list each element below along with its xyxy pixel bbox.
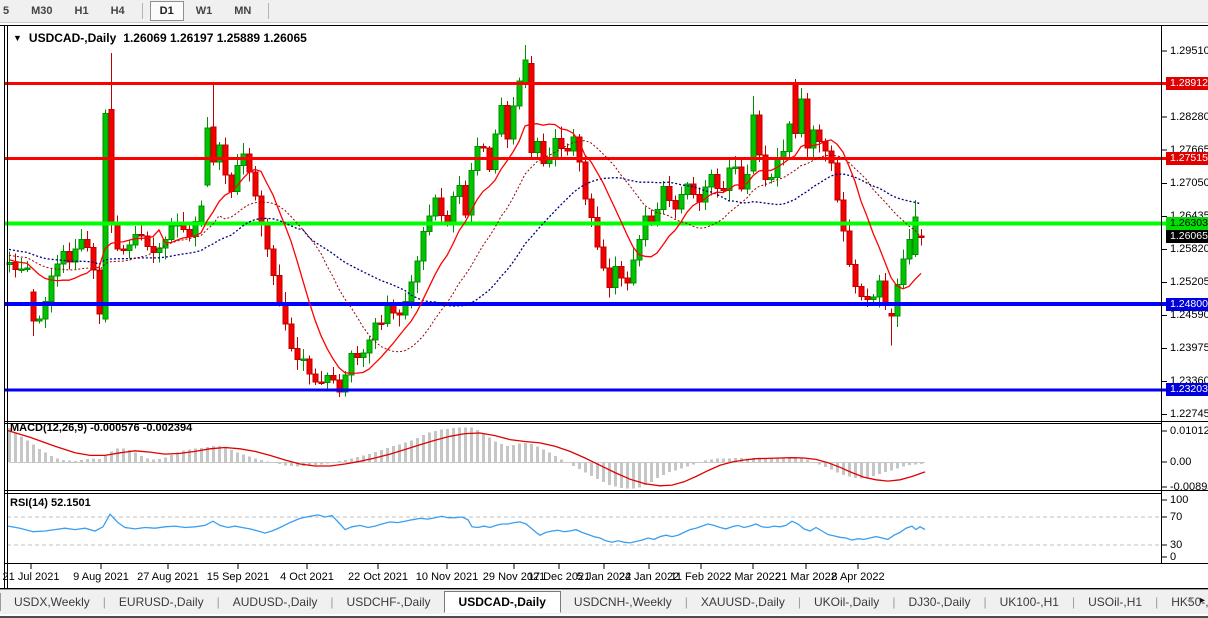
ma-mid-line: [8, 140, 922, 353]
tab-separator: |: [102, 595, 106, 609]
timeframe-button-h1[interactable]: H1: [74, 5, 89, 17]
tab-separator: |: [1071, 595, 1076, 609]
chart-tab-ukoil-daily[interactable]: UKOil-,Daily: [813, 595, 880, 609]
axis-tick-label: 0.00: [1170, 456, 1192, 468]
axis-tick-label: 1.27050: [1170, 177, 1208, 190]
chart-ohlc-values: 1.26069 1.26197 1.25889 1.26065: [123, 31, 307, 45]
price-level-badge: 1.23203: [1166, 383, 1208, 397]
chart-tab-usdcnh-weekly[interactable]: USDCNH-,Weekly: [573, 595, 672, 609]
axis-tick-label: 1.23975: [1170, 342, 1208, 355]
macd-indicator-label: MACD(12,26,9) -0.000576 -0.002394: [10, 422, 193, 434]
date-tick-label: 21 Mar 2022: [775, 571, 837, 583]
axis-tick-label: 1.25820: [1170, 243, 1208, 256]
chart-tab-usdcad-daily[interactable]: USDCAD-,Daily: [443, 591, 561, 613]
chart-symbol-label: USDCAD-,Daily: [28, 31, 117, 45]
tab-separator: |: [216, 595, 220, 609]
toolbar-separator: [268, 3, 270, 19]
chart-tab-audusd-daily[interactable]: AUDUSD-,Daily: [232, 595, 318, 609]
timeframe-button-w1[interactable]: W1: [195, 5, 213, 17]
axis-tick-label: 100: [1170, 494, 1189, 506]
chart-tab-bar: USDX,Weekly | EURUSD-,Daily | AUDUSD-,Daily |…: [0, 589, 1208, 614]
macd-signal-line: [7, 429, 926, 487]
date-tick-label: 4 Oct 2021: [280, 571, 334, 583]
date-tick-label: 15 Sep 2021: [206, 571, 270, 583]
tab-separator: |: [797, 595, 801, 609]
tab-strip-stub: [0, 593, 1, 611]
timeframe-toolbar: 5 M30 H1 H4 D1 W1 MN: [0, 0, 1208, 23]
axis-tick-label: 70: [1170, 511, 1183, 523]
date-tick-label: 10 Nov 2021: [415, 571, 479, 583]
ma-slow-line: [8, 173, 922, 307]
price-level-badge: 1.26065: [1166, 229, 1208, 243]
price-level-badge: 1.24800: [1166, 297, 1208, 311]
timeframe-button-h4[interactable]: H4: [110, 5, 125, 17]
macd-panel: [7, 427, 926, 489]
symbol-dropdown-icon[interactable]: ▼: [13, 33, 22, 43]
date-tick-label: 24 Jan 2022: [618, 571, 680, 583]
axis-tick-label: 1.29510: [1170, 45, 1208, 58]
date-tick-label: 17 Dec 2021: [527, 571, 591, 583]
axis-tick-label: 1.24590: [1170, 309, 1208, 322]
price-level-badge: 1.26303: [1166, 216, 1208, 230]
chart-tab-usdchf-daily[interactable]: USDCHF-,Daily: [346, 595, 431, 609]
chart-title: ▼ USDCAD-,Daily 1.26069 1.26197 1.25889 …: [13, 31, 307, 45]
tab-separator: |: [892, 595, 896, 609]
price-level-badge: 1.28912: [1166, 76, 1208, 90]
tab-separator: |: [983, 595, 987, 609]
tab-scroll-left-icon[interactable]: ◂: [1186, 595, 1192, 606]
chart-tab-xauusd-daily[interactable]: XAUUSD-,Daily: [700, 595, 785, 609]
axis-tick-label: -0.00893: [1170, 481, 1208, 493]
timeframe-button-5[interactable]: 5: [3, 5, 10, 17]
date-tick-label: 29 Nov 2021: [482, 571, 546, 583]
horizontal-level-lines: [4, 81, 1166, 392]
date-tick-label: 8 Apr 2022: [831, 571, 885, 583]
timeframe-button-mn[interactable]: MN: [234, 5, 252, 17]
chart-tab-eurusd-daily[interactable]: EURUSD-,Daily: [118, 595, 204, 609]
panel-borders: [0, 25, 1208, 589]
candlestick-series: [6, 44, 925, 397]
rsi-indicator-label: RSI(14) 52.1501: [10, 497, 91, 509]
date-tick-label: 2 Mar 2022: [725, 571, 781, 583]
axis-tick-label: 0: [1170, 551, 1177, 563]
window-bottom-edge: [0, 616, 1208, 618]
chart-tab-usdx-weekly[interactable]: USDX,Weekly: [14, 595, 90, 609]
rsi-line: [7, 513, 926, 544]
timeframe-button-m30[interactable]: M30: [31, 5, 53, 17]
date-tick-label: 21 Jul 2021: [2, 571, 60, 583]
tab-scroll-arrows: ◂ ▸: [1187, 595, 1205, 606]
toolbar-separator: [141, 3, 143, 19]
tab-scroll-right-icon[interactable]: ▸: [1199, 595, 1205, 606]
axis-tick-label: 1.28280: [1170, 111, 1208, 124]
date-tick-label: 9 Aug 2021: [73, 571, 129, 583]
rsi-panel: [7, 513, 1161, 546]
date-tick-label: 11 Feb 2022: [670, 571, 732, 583]
chart-tab-dj30-daily[interactable]: DJ30-,Daily: [908, 595, 971, 609]
date-tick-label: 27 Aug 2021: [137, 571, 199, 583]
ma-fast-line: [8, 123, 922, 374]
tab-separator: |: [330, 595, 334, 609]
tab-separator: |: [684, 595, 688, 609]
chart-tab-uk100-h1[interactable]: UK100-,H1: [999, 595, 1059, 609]
axis-tick-label: 1.25205: [1170, 276, 1208, 289]
price-level-badge: 1.27515: [1166, 151, 1208, 165]
tab-separator: |: [1155, 595, 1159, 609]
date-tick-label: 5 Jan 2022: [576, 571, 632, 583]
chart-tab-hk50-h1[interactable]: HK50-,H1: [1171, 595, 1208, 609]
chart-tab-usoil-h1[interactable]: USOil-,H1: [1088, 595, 1143, 609]
timeframe-button-d1[interactable]: D1: [149, 1, 184, 21]
axis-tick-label: 0.010127: [1170, 425, 1208, 437]
window-bottom-strip: [0, 614, 1208, 616]
axis-tick-label: 1.22745: [1170, 408, 1208, 421]
axis-tick-label: 30: [1170, 539, 1183, 551]
date-tick-label: 22 Oct 2021: [348, 571, 408, 583]
